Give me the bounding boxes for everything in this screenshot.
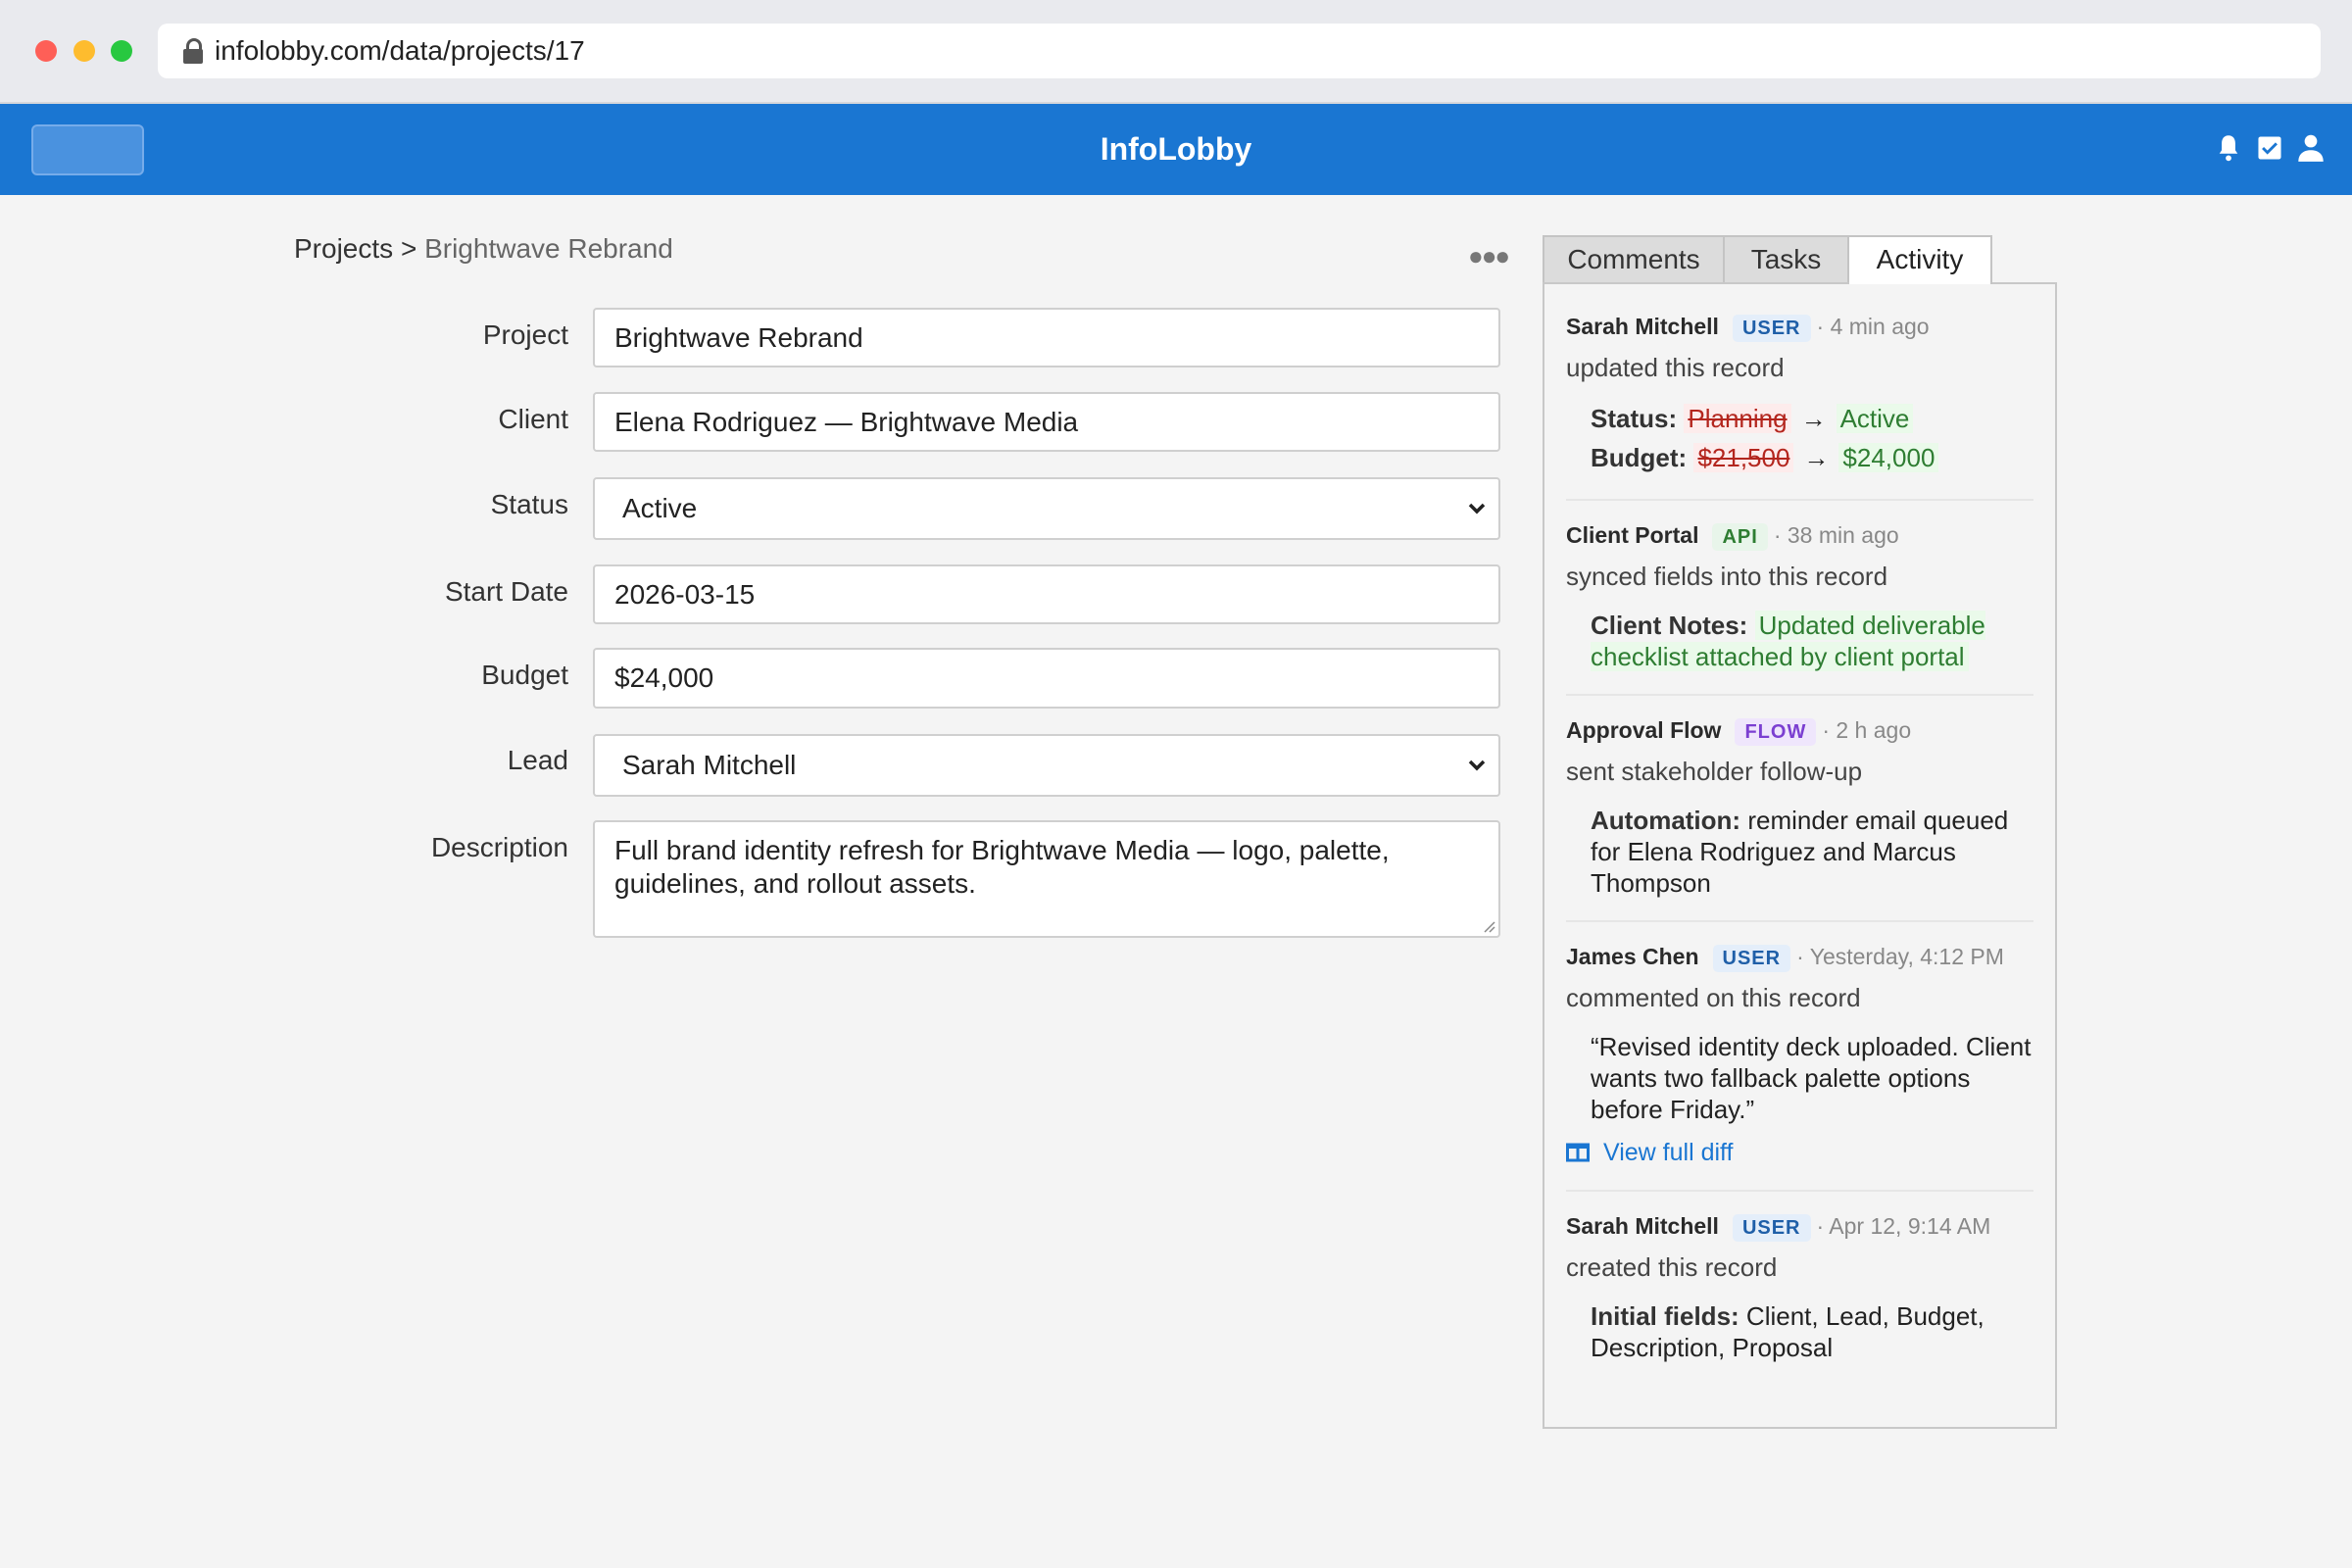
activity-entry: Sarah Mitchell USER · 4 min ago updated th… bbox=[1566, 284, 2034, 501]
maximize-window-button[interactable] bbox=[111, 40, 132, 62]
actor-type-badge: USER bbox=[1732, 1214, 1811, 1242]
status-value: Active bbox=[622, 493, 698, 523]
actor-name[interactable]: Approval Flow bbox=[1566, 717, 1722, 743]
detail-label: Automation: bbox=[1591, 806, 1741, 835]
actor-name[interactable]: Sarah Mitchell bbox=[1566, 1213, 1719, 1239]
checkbox-icon[interactable] bbox=[2256, 133, 2283, 163]
url-text: infolobby.com/data/projects/17 bbox=[215, 35, 585, 66]
activity-entry: Sarah Mitchell USER · Apr 12, 9:14 AM crea… bbox=[1566, 1192, 2034, 1385]
app-title: InfoLobby bbox=[1100, 131, 1252, 167]
timestamp: · 38 min ago bbox=[1773, 522, 1899, 548]
start-date-label: Start Date bbox=[444, 576, 568, 607]
change-status: Status: Planning → Active bbox=[1591, 399, 2034, 438]
old-value: Planning bbox=[1684, 404, 1791, 433]
breadcrumb-projects-link[interactable]: Projects bbox=[294, 233, 394, 264]
activity-action: sent stakeholder follow-up bbox=[1566, 757, 1863, 786]
breadcrumb: Projects > Brightwave Rebrand bbox=[294, 233, 673, 265]
actor-type-badge: USER bbox=[1712, 945, 1791, 972]
project-row: Project Brightwave Rebrand bbox=[0, 308, 1500, 368]
breadcrumb-current: Brightwave Rebrand bbox=[424, 233, 673, 264]
activity-detail: Automation: reminder email queued for El… bbox=[1566, 805, 2034, 899]
minimize-window-button[interactable] bbox=[74, 40, 95, 62]
actor-name[interactable]: Sarah Mitchell bbox=[1566, 314, 1719, 339]
activity-detail: Client Notes: Updated deliverable checkl… bbox=[1566, 610, 2034, 672]
lead-value: Sarah Mitchell bbox=[622, 750, 797, 780]
change-field: Budget: bbox=[1591, 443, 1688, 472]
breadcrumb-separator: > bbox=[400, 233, 417, 264]
tab-activity[interactable]: Activity bbox=[1849, 235, 1992, 284]
actor-name[interactable]: Client Portal bbox=[1566, 522, 1699, 548]
change-list: Status: Planning → Active Budget: $21,500 →… bbox=[1566, 399, 2034, 477]
timestamp: · Yesterday, 4:12 PM bbox=[1796, 944, 2004, 969]
activity-action: updated this record bbox=[1566, 353, 1785, 382]
budget-input[interactable]: $24,000 bbox=[593, 648, 1500, 709]
new-value: Active bbox=[1836, 404, 1914, 433]
description-value: Full brand identity refresh for Brightwa… bbox=[614, 835, 1390, 899]
address-bar[interactable]: infolobby.com/data/projects/17 bbox=[158, 24, 2321, 78]
user-icon[interactable] bbox=[2297, 133, 2325, 163]
activity-entry: Approval Flow FLOW · 2 h ago sent stakehol… bbox=[1566, 696, 2034, 922]
close-window-button[interactable] bbox=[35, 40, 57, 62]
status-select[interactable]: Active bbox=[593, 477, 1500, 540]
detail-label: Client Notes: bbox=[1591, 611, 1748, 640]
timestamp: · Apr 12, 9:14 AM bbox=[1816, 1213, 1991, 1239]
client-label: Client bbox=[498, 404, 568, 434]
lead-select[interactable]: Sarah Mitchell bbox=[593, 734, 1500, 797]
chevron-down-icon bbox=[1468, 503, 1486, 514]
actor-type-badge: FLOW bbox=[1735, 718, 1817, 746]
detail-value: Client, Lead, Budget, Description, Propo… bbox=[1591, 1301, 1984, 1362]
status-label: Status bbox=[490, 489, 568, 519]
side-tabs: Comments Tasks Activity bbox=[1543, 235, 1992, 284]
detail-label: Initial fields: bbox=[1591, 1301, 1740, 1331]
lead-label: Lead bbox=[507, 745, 568, 775]
change-budget: Budget: $21,500 → $24,000 bbox=[1591, 438, 2034, 477]
actor-type-badge: USER bbox=[1732, 315, 1811, 342]
view-full-diff-label: View full diff bbox=[1603, 1139, 1734, 1166]
comment-text: “Revised identity deck uploaded. Client … bbox=[1591, 1032, 2032, 1124]
activity-action: synced fields into this record bbox=[1566, 562, 1888, 591]
app-header: InfoLobby bbox=[0, 104, 2352, 195]
budget-label: Budget bbox=[481, 660, 568, 690]
activity-entry: James Chen USER · Yesterday, 4:12 PM comme… bbox=[1566, 922, 2034, 1192]
description-textarea[interactable]: Full brand identity refresh for Brightwa… bbox=[593, 820, 1500, 938]
description-label: Description bbox=[430, 832, 568, 862]
menu-button[interactable] bbox=[31, 124, 144, 175]
activity-action: commented on this record bbox=[1566, 983, 1861, 1012]
project-input[interactable]: Brightwave Rebrand bbox=[593, 308, 1500, 368]
activity-entry: Client Portal API · 38 min ago synced fiel… bbox=[1566, 501, 2034, 696]
detail-value: reminder email queued for Elena Rodrigue… bbox=[1591, 806, 2009, 898]
start-date-input[interactable]: 2026-03-15 bbox=[593, 564, 1500, 624]
browser-chrome: infolobby.com/data/projects/17 bbox=[0, 0, 2352, 104]
project-label: Project bbox=[482, 319, 568, 350]
timestamp: · 4 min ago bbox=[1816, 314, 1930, 339]
tab-comments[interactable]: Comments bbox=[1543, 235, 1725, 284]
tab-tasks[interactable]: Tasks bbox=[1725, 235, 1849, 284]
client-input[interactable]: Elena Rodriguez — Brightwave Media bbox=[593, 392, 1500, 452]
actor-name[interactable]: James Chen bbox=[1566, 944, 1699, 969]
activity-panel: Sarah Mitchell USER · 4 min ago updated th… bbox=[1543, 282, 2057, 1429]
more-options-icon[interactable]: ●●● bbox=[1468, 241, 1510, 270]
activity-detail: Initial fields: Client, Lead, Budget, De… bbox=[1566, 1300, 2034, 1363]
bell-icon[interactable] bbox=[2215, 133, 2242, 163]
arrow-icon: → bbox=[1803, 443, 1830, 472]
change-field: Status: bbox=[1591, 404, 1678, 433]
view-full-diff-link[interactable]: View full diff bbox=[1566, 1137, 2034, 1168]
old-value: $21,500 bbox=[1693, 443, 1794, 472]
arrow-icon: → bbox=[1800, 404, 1827, 433]
activity-action: created this record bbox=[1566, 1252, 1778, 1282]
resize-handle-icon[interactable] bbox=[1482, 919, 1495, 933]
actor-type-badge: API bbox=[1712, 523, 1768, 551]
timestamp: · 2 h ago bbox=[1822, 717, 1912, 743]
chevron-down-icon bbox=[1468, 760, 1486, 771]
columns-icon bbox=[1566, 1143, 1590, 1162]
new-value: $24,000 bbox=[1838, 443, 1939, 472]
lock-icon bbox=[183, 38, 203, 64]
